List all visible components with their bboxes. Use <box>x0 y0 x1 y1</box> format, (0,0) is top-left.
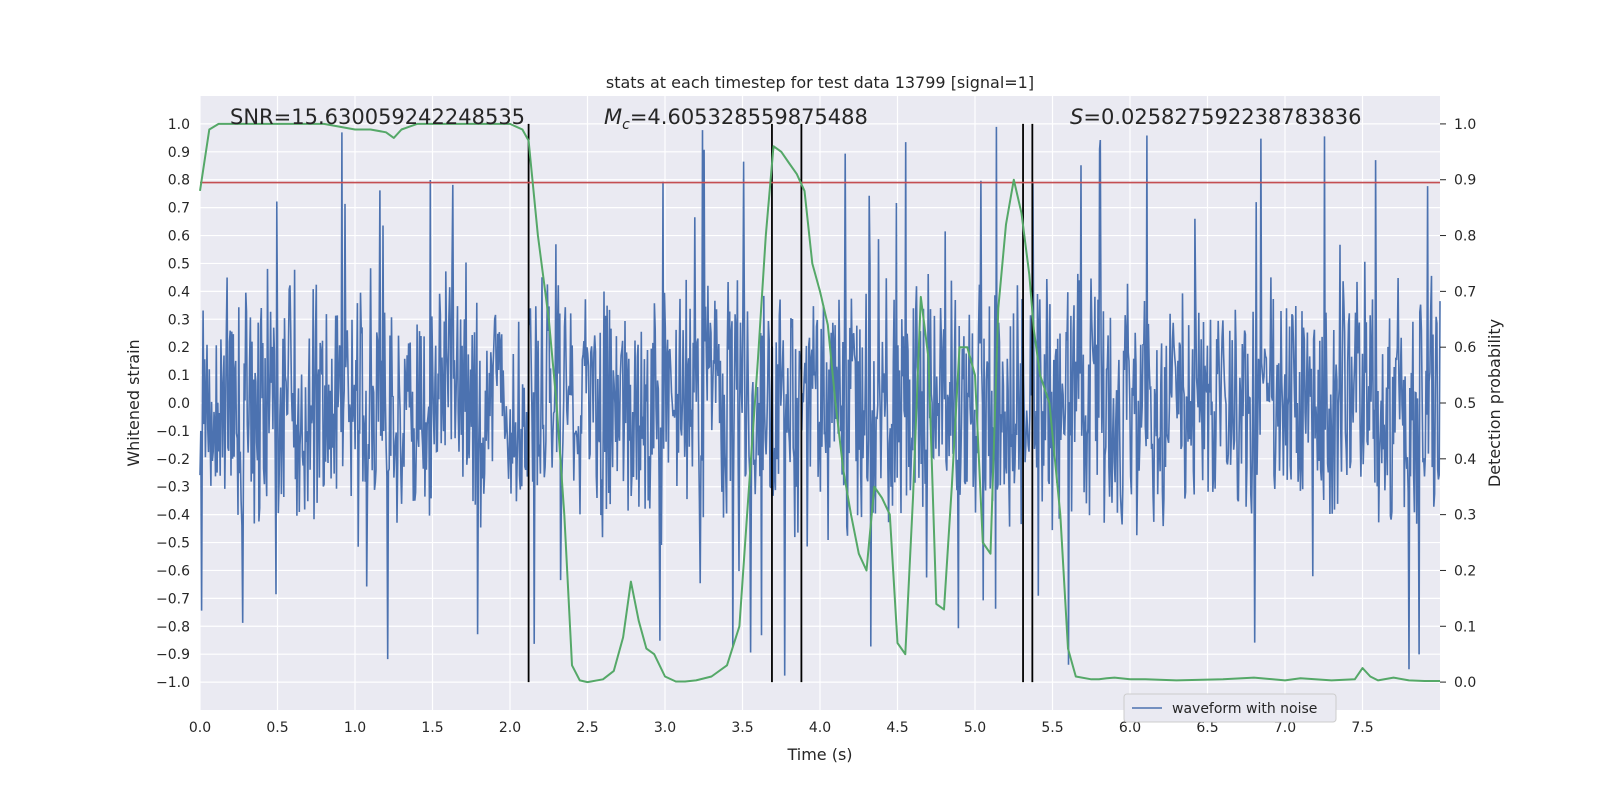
y-left-tick-label: −0.6 <box>156 563 190 579</box>
x-axis-ticks: 0.0 0.5 1.0 1.5 2.0 2.5 3.0 3.5 4.0 4.5 5.0 5.5 6.0 6… <box>189 720 1374 736</box>
y-right-tick-label: 0.2 <box>1454 563 1476 579</box>
x-tick-label: 2.5 <box>576 720 598 736</box>
x-tick-label: 6.5 <box>1196 720 1218 736</box>
y-left-tick-label: 0.7 <box>168 201 190 217</box>
x-axis-label: Time (s) <box>786 745 852 764</box>
y-left-tick-label: −0.4 <box>156 508 190 524</box>
y-left-tick-label: −0.2 <box>156 452 190 468</box>
x-tick-label: 1.0 <box>344 720 366 736</box>
x-tick-label: 1.5 <box>421 720 443 736</box>
x-tick-label: 5.0 <box>964 720 986 736</box>
legend-box <box>1123 693 1337 723</box>
mc-value: =4.605328559875488 <box>630 105 868 129</box>
y-right-tick-label: 1.0 <box>1454 117 1476 133</box>
x-tick-label: 0.0 <box>189 720 211 736</box>
y-left-tick-label: 0.2 <box>168 340 190 356</box>
y-left-tick-label: 1.0 <box>168 117 190 133</box>
legend: waveform with noise <box>1123 693 1337 723</box>
waveform-series <box>199 126 1441 676</box>
y-left-tick-label: 0.6 <box>168 229 190 245</box>
legend-label: waveform with noise <box>1172 701 1317 717</box>
snr-annotation: SNR=15.630059242248535 <box>230 105 525 129</box>
x-tick-label: 0.5 <box>266 720 288 736</box>
y-axis-right-ticks: 1.0 0.9 0.8 0.7 0.6 0.5 0.4 0.3 0.2 0.1 0.0 <box>1440 117 1476 691</box>
y-axis-left-label: Whitened strain <box>124 339 143 466</box>
y-left-tick-label: 0.8 <box>168 173 190 189</box>
waveform-line <box>199 126 1441 676</box>
y-right-tick-label: 0.1 <box>1454 619 1476 635</box>
y-right-tick-label: 0.6 <box>1454 340 1476 356</box>
probability-line <box>199 122 1440 684</box>
y-left-tick-label: 0.4 <box>168 284 190 300</box>
x-tick-label: 7.5 <box>1351 720 1373 736</box>
x-tick-label: 7.0 <box>1274 720 1296 736</box>
y-left-tick-label: −0.5 <box>156 536 190 552</box>
y-left-tick-label: 0.3 <box>168 312 190 328</box>
x-tick-label: 4.5 <box>886 720 908 736</box>
y-left-tick-label: −0.8 <box>156 619 190 635</box>
y-right-tick-label: 0.9 <box>1454 173 1476 189</box>
x-tick-label: 4.0 <box>809 720 831 736</box>
y-right-tick-label: 0.8 <box>1454 229 1476 245</box>
probability-series <box>199 122 1440 684</box>
y-left-tick-label: 0.0 <box>168 396 190 412</box>
y-right-tick-label: 0.0 <box>1454 675 1476 691</box>
y-right-tick-label: 0.3 <box>1454 508 1476 524</box>
y-axis-right-label: Detection probability <box>1485 319 1504 487</box>
y-left-tick-label: −0.1 <box>156 424 190 440</box>
y-axis-left-ticks: 1.0 0.9 0.8 0.7 0.6 0.5 0.4 0.3 0.2 0.1 0.0 −0.1 −0.… <box>156 117 190 691</box>
y-right-tick-label: 0.5 <box>1454 396 1476 412</box>
y-left-tick-label: 0.9 <box>168 145 190 161</box>
x-tick-label: 3.5 <box>731 720 753 736</box>
y-left-tick-label: 0.1 <box>168 368 190 384</box>
y-left-tick-label: −0.3 <box>156 480 190 496</box>
y-left-tick-label: 0.5 <box>168 256 190 272</box>
x-tick-label: 3.0 <box>654 720 676 736</box>
chart-title: stats at each timestep for test data 137… <box>606 73 1034 92</box>
y-left-tick-label: −1.0 <box>156 675 190 691</box>
mc-subscript: c <box>622 117 630 133</box>
chirp-mass-annotation: Mc=4.605328559875488 <box>604 105 868 133</box>
y-left-tick-label: −0.7 <box>156 591 190 607</box>
event-markers <box>527 123 1034 683</box>
y-left-tick-label: −0.9 <box>156 647 190 663</box>
s-symbol: S <box>1070 105 1083 129</box>
mc-symbol: M <box>604 105 622 129</box>
x-tick-label: 2.0 <box>499 720 521 736</box>
s-value: =0.025827592238783836 <box>1083 105 1361 129</box>
x-tick-label: 6.0 <box>1119 720 1141 736</box>
y-right-tick-label: 0.7 <box>1454 284 1476 300</box>
y-right-tick-label: 0.4 <box>1454 452 1476 468</box>
x-tick-label: 5.5 <box>1041 720 1063 736</box>
s-annotation: S=0.025827592238783836 <box>1070 105 1361 129</box>
